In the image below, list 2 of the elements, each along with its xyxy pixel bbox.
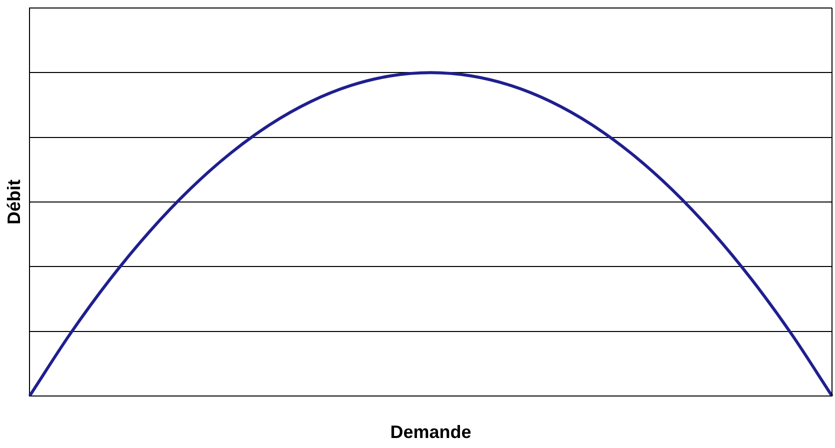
x-axis-title: Demande [390, 422, 472, 442]
y-axis-title: Débit [4, 179, 24, 224]
